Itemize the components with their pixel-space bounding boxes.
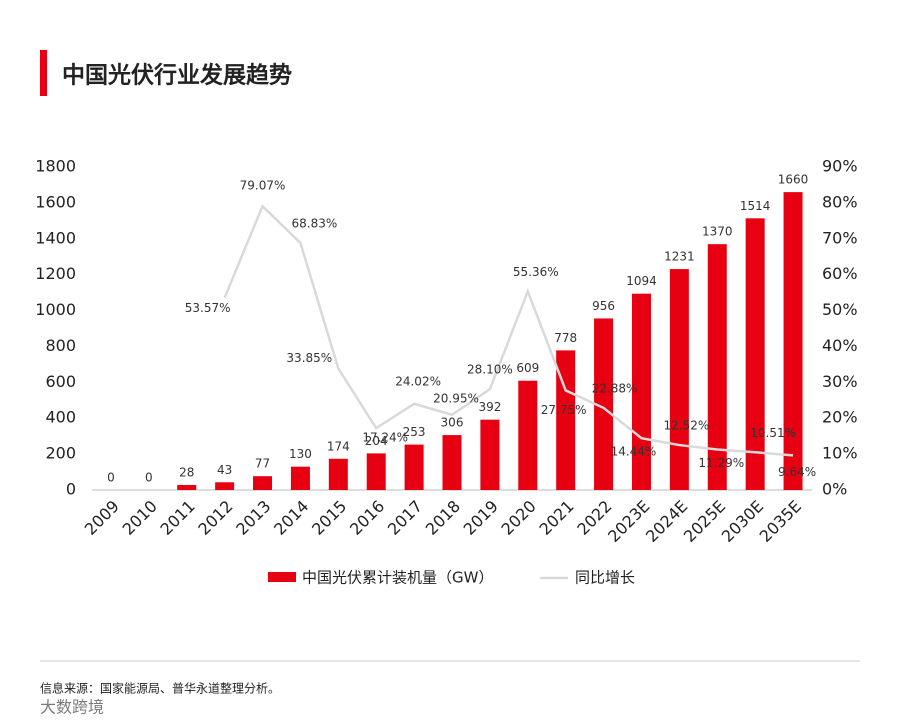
line-value-label: 55.36% (513, 265, 559, 279)
bar-value-label: 174 (327, 439, 350, 453)
bar (669, 269, 689, 490)
bar-value-label: 77 (255, 457, 270, 471)
y-tick-label: 800 (45, 336, 76, 355)
line-value-label: 12.52% (663, 419, 709, 433)
x-tick-label: 2023E (604, 497, 653, 546)
bar-value-label: 392 (478, 400, 501, 414)
y-tick-label: 400 (45, 408, 76, 427)
x-tick-label: 2010 (119, 497, 161, 539)
line-value-label: 11.29% (698, 456, 744, 470)
bar (631, 293, 651, 490)
x-tick-label: 2025E (680, 497, 729, 546)
bar (177, 484, 197, 490)
x-tick-label: 2016 (346, 497, 388, 539)
x-tick-label: 2019 (460, 497, 502, 539)
line-value-label: 68.83% (292, 216, 338, 230)
x-tick-label: 2009 (81, 497, 123, 539)
bar-value-label: 130 (289, 447, 312, 461)
bar-value-label: 609 (516, 361, 539, 375)
y-tick-label: 0 (66, 480, 76, 499)
watermark: 大数跨境 (40, 698, 104, 717)
y2-tick-label: 0% (822, 480, 847, 499)
bar-value-label: 28 (179, 465, 194, 479)
line-value-label: 14.44% (611, 445, 657, 459)
line-value-label: 53.57% (185, 301, 231, 315)
y2-tick-label: 20% (822, 408, 858, 427)
line-value-label: 22.88% (592, 381, 638, 395)
bar (594, 318, 614, 490)
x-tick-label: 2035E (756, 497, 805, 546)
bar (480, 419, 500, 490)
y-tick-label: 1200 (35, 264, 76, 283)
growth-line (223, 204, 794, 457)
x-tick-label: 2017 (384, 497, 426, 539)
x-tick-label: 2030E (718, 497, 767, 546)
x-tick-label: 2018 (422, 497, 464, 539)
line-value-label: 33.85% (286, 351, 332, 365)
y2-tick-label: 40% (822, 336, 858, 355)
bar-value-label: 1660 (778, 173, 809, 187)
bar-value-label: 0 (107, 471, 115, 485)
line-value-label: 24.02% (395, 374, 441, 388)
y-tick-label: 600 (45, 372, 76, 391)
y2-tick-label: 80% (822, 192, 858, 211)
line-value-label: 17.24% (362, 431, 408, 445)
y-tick-label: 1400 (35, 228, 76, 247)
legend-label: 中国光伏累计装机量（GW） (302, 569, 493, 587)
y2-tick-label: 10% (822, 444, 858, 463)
bar-value-label: 1094 (626, 274, 657, 288)
bar-value-label: 43 (217, 463, 232, 477)
source: 信息来源：国家能源局、普华永道整理分析。 (40, 681, 280, 696)
y2-tick-label: 50% (822, 300, 858, 319)
bar (253, 476, 273, 490)
y2-tick-label: 70% (822, 228, 858, 247)
line-value-label: 20.95% (433, 391, 479, 405)
line-value-label: 28.10% (467, 363, 513, 377)
legend-swatch (268, 572, 296, 582)
y-tick-label: 200 (45, 444, 76, 463)
bar (783, 192, 803, 490)
x-tick-label: 2015 (308, 497, 350, 539)
bar-value-label: 1231 (664, 250, 695, 264)
bar (215, 482, 235, 490)
bar (404, 444, 424, 490)
y-tick-label: 1000 (35, 300, 76, 319)
y2-tick-label: 60% (822, 264, 858, 283)
chart-title: 中国光伏行业发展趋势 (62, 62, 292, 89)
y2-tick-label: 90% (822, 157, 858, 176)
bar-value-label: 306 (441, 416, 464, 430)
x-tick-label: 2013 (232, 497, 274, 539)
x-tick-label: 2020 (498, 497, 540, 539)
x-tick-label: 2024E (642, 497, 691, 546)
bar-value-label: 0 (145, 471, 153, 485)
bar-value-label: 204 (365, 434, 388, 448)
bar (745, 218, 765, 490)
x-tick-label: 2014 (270, 497, 312, 539)
line-value-label: 27.75% (541, 403, 587, 417)
bar (518, 380, 538, 490)
bar-value-label: 956 (592, 299, 615, 313)
x-tick-label: 2021 (535, 497, 577, 539)
bar-value-label: 1370 (702, 225, 733, 239)
legend-label: 同比增长 (575, 569, 635, 587)
bar-value-label: 1514 (740, 199, 771, 213)
y-tick-label: 1800 (35, 157, 76, 176)
y-tick-label: 1600 (35, 192, 76, 211)
bar (366, 453, 386, 490)
bar (328, 458, 348, 490)
bar-value-label: 778 (554, 331, 577, 345)
line-value-label: 10.51% (750, 426, 796, 440)
x-tick-label: 2012 (194, 497, 236, 539)
bar (707, 244, 727, 490)
bar (290, 466, 310, 490)
title-accent (40, 50, 47, 96)
x-tick-label: 2011 (157, 497, 199, 539)
line-value-label: 79.07% (240, 179, 286, 193)
bar (442, 435, 462, 490)
bar-value-label: 253 (403, 425, 426, 439)
line-value-label: 9.64% (778, 465, 816, 479)
y2-tick-label: 30% (822, 372, 858, 391)
bar (556, 350, 576, 490)
